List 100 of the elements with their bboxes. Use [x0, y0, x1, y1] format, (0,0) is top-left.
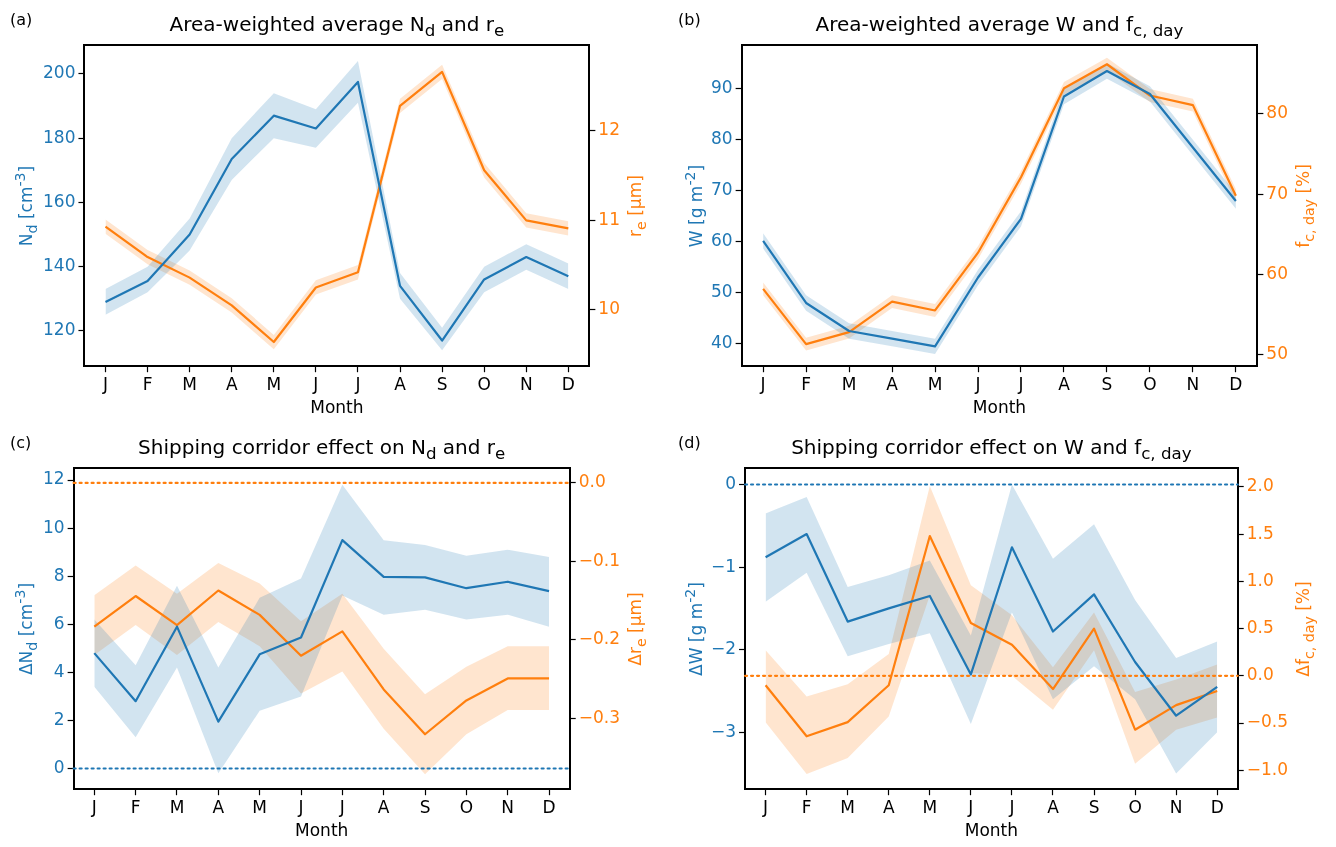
y2-tick-label: 70: [1266, 182, 1289, 203]
y2-tick-label: 12: [598, 119, 621, 140]
y-tick-label: −3: [711, 720, 737, 741]
y2-tick-label: 10: [598, 298, 621, 319]
y2-tick-label: 80: [1266, 102, 1289, 123]
x-tick-label: N: [519, 373, 533, 394]
x-tick-label: S: [1101, 373, 1113, 394]
x-tick-label: M: [841, 373, 857, 394]
y-tick-label: 140: [42, 255, 76, 276]
chart-title: Shipping corridor effect on W and f$_{c, day}$: [791, 435, 1192, 463]
x-axis-title: Month: [295, 820, 349, 841]
x-tick-label: O: [1128, 796, 1142, 817]
y-tick-label: −1: [711, 555, 737, 576]
x-tick-label: A: [225, 373, 238, 394]
y-tick-label: 0: [53, 756, 65, 777]
y-tick-label: 50: [710, 281, 733, 302]
x-tick-label: A: [394, 373, 407, 394]
y2-tick-label: −0.3: [578, 706, 620, 727]
y-tick-label: −2: [711, 638, 737, 659]
x-tick-label: J: [1008, 796, 1015, 817]
y-tick-label: 12: [42, 468, 65, 489]
x-tick-label: O: [1143, 373, 1157, 394]
x-tick-label: J: [297, 796, 304, 817]
x-axis-title: Month: [972, 397, 1027, 418]
x-tick-label: J: [101, 373, 108, 394]
x-tick-label: F: [142, 373, 153, 394]
x-tick-label: O: [459, 796, 474, 817]
y-tick-label: 10: [42, 516, 65, 537]
x-tick-label: A: [377, 796, 390, 817]
x-tick-label: D: [1229, 373, 1243, 394]
x-tick-label: A: [212, 796, 225, 817]
x-tick-label: S: [436, 373, 448, 394]
x-tick-label: J: [90, 796, 97, 817]
chart-title: Area-weighted average N$_{d}$ and r$_{e}$: [169, 12, 505, 40]
y-tick-label: 6: [53, 612, 65, 633]
y2-tick-label: 2.0: [1246, 475, 1274, 496]
x-tick-label: J: [762, 796, 769, 817]
text: (d): [678, 433, 701, 452]
y-tick-label: 160: [42, 190, 76, 211]
y-tick-label: 180: [42, 126, 76, 147]
x-tick-label: A: [1047, 796, 1060, 817]
y-tick-label: 2: [53, 708, 65, 729]
x-tick-label: A: [1058, 373, 1071, 394]
y-tick-label: 40: [710, 332, 733, 353]
y2-tick-label: −1.0: [1246, 758, 1288, 779]
x-tick-label: F: [801, 373, 811, 394]
x-tick-label: M: [169, 796, 185, 817]
chart-title: Area-weighted average W and f$_{c, day}$: [815, 12, 1184, 40]
y2-tick-label: −0.5: [1246, 711, 1288, 732]
x-tick-label: M: [927, 373, 943, 394]
x-axis-title: Month: [964, 820, 1019, 841]
x-tick-label: O: [477, 373, 491, 394]
x-tick-label: J: [967, 796, 974, 817]
y2-tick-label: 0.0: [1246, 664, 1274, 685]
y-tick-label: 90: [710, 77, 733, 98]
y2-tick-label: 50: [1266, 342, 1289, 363]
y-tick-label: 60: [710, 230, 733, 251]
y2-tick-label: 0.0: [578, 471, 606, 492]
text: (b): [678, 10, 701, 29]
y2-tick-label: 1.5: [1246, 522, 1274, 543]
text: (a): [10, 10, 33, 29]
x-tick-label: N: [1186, 373, 1200, 394]
x-tick-label: J: [759, 373, 766, 394]
x-tick-label: A: [886, 373, 899, 394]
y2-tick-label: 1.0: [1246, 569, 1274, 590]
y-tick-label: 80: [710, 128, 733, 149]
x-tick-label: J: [1017, 373, 1024, 394]
y-tick-label: 120: [42, 319, 76, 340]
text: (c): [10, 433, 32, 452]
x-tick-label: A: [882, 796, 895, 817]
x-tick-label: F: [130, 796, 141, 817]
y2-tick-label: 60: [1266, 262, 1289, 283]
y2-tick-label: 11: [598, 208, 621, 229]
x-tick-label: F: [801, 796, 812, 817]
y-tick-label: 4: [53, 660, 65, 681]
x-tick-label: S: [419, 796, 431, 817]
x-tick-label: N: [501, 796, 515, 817]
x-tick-label: J: [338, 796, 345, 817]
x-tick-label: J: [974, 373, 981, 394]
x-tick-label: N: [1169, 796, 1183, 817]
y-tick-label: 200: [42, 62, 76, 83]
y-tick-label: 70: [710, 179, 733, 200]
y2-tick-label: −0.2: [578, 628, 620, 649]
x-tick-label: D: [542, 796, 556, 817]
x-tick-label: D: [1210, 796, 1224, 817]
y-tick-label: 8: [53, 564, 65, 585]
y-tick-label: 0: [725, 472, 737, 493]
x-tick-label: M: [922, 796, 938, 817]
x-tick-label: D: [561, 373, 575, 394]
x-tick-label: S: [1088, 796, 1100, 817]
x-tick-label: J: [354, 373, 361, 394]
y2-tick-label: −0.1: [578, 549, 620, 570]
x-axis-title: Month: [310, 397, 364, 418]
chart-title: Shipping corridor effect on N$_{d}$ and r$_{e}$: [138, 435, 506, 463]
x-tick-label: M: [266, 373, 282, 394]
x-tick-label: M: [252, 796, 267, 817]
x-tick-label: M: [182, 373, 197, 394]
x-tick-label: J: [312, 373, 319, 394]
x-tick-label: M: [840, 796, 856, 817]
y2-tick-label: 0.5: [1246, 617, 1274, 638]
